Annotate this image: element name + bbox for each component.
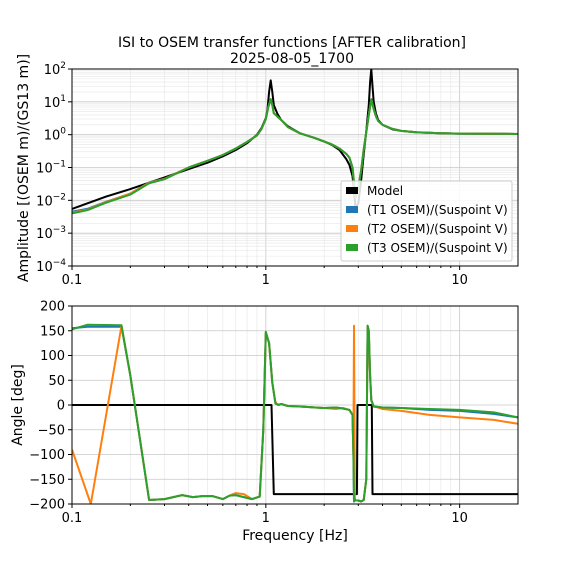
y-tick-label: 100 xyxy=(40,349,65,364)
legend-label: (T2 OSEM)/(Suspoint V) xyxy=(367,222,508,236)
y-tick-label: −50 xyxy=(38,423,65,438)
y-tick-label: 10−4 xyxy=(36,258,66,275)
x-tick-label: 10 xyxy=(451,511,468,526)
legend-swatch xyxy=(346,206,358,213)
legend-label: (T1 OSEM)/(Suspoint V) xyxy=(367,203,508,217)
y-tick-label: 150 xyxy=(40,324,65,339)
y-tick-label: 200 xyxy=(40,300,65,315)
y-tick-label: 10−2 xyxy=(36,192,66,209)
x-tick-label: 0.1 xyxy=(62,273,83,288)
chart-title-line-1: ISI to OSEM transfer functions [AFTER ca… xyxy=(118,35,466,51)
y-tick-label: 10−1 xyxy=(36,160,66,177)
amplitude-y-axis-label: Amplitude [(OSEM m)/(GS13 m)] xyxy=(16,54,32,282)
y-tick-label: 100 xyxy=(44,127,67,144)
legend-swatch xyxy=(346,225,358,232)
angle-series xyxy=(72,323,518,504)
legend: Model (T1 OSEM)/(Suspoint V) (T2 OSEM)/(Su… xyxy=(340,180,513,262)
y-tick-label: 10−3 xyxy=(36,225,66,242)
x-axis-label: Frequency [Hz] xyxy=(242,528,348,544)
series-line-t3-osem-suspoint-v xyxy=(72,98,518,215)
angle-y-axis-label: Angle [deg] xyxy=(10,364,26,446)
legend-box xyxy=(340,180,513,262)
x-tick-label: 1 xyxy=(262,511,270,526)
amplitude-x-ticks: 0.1 1 10 xyxy=(62,266,468,288)
angle-x-ticks: 0.1 1 10 xyxy=(62,504,468,526)
x-tick-label: 0.1 xyxy=(62,511,83,526)
y-tick-label: 102 xyxy=(44,61,66,78)
y-tick-label: 101 xyxy=(44,94,66,111)
amplitude-series xyxy=(72,69,518,215)
series-line-t3-osem-suspoint-v xyxy=(72,323,518,503)
x-tick-label: 10 xyxy=(451,273,468,288)
angle-plot-area xyxy=(72,323,518,504)
y-tick-label: −150 xyxy=(29,473,65,488)
amplitude-plot-area xyxy=(72,69,518,215)
angle-y-ticks: −200 −150 −100 −50 0 50 100 150 200 xyxy=(29,300,72,513)
series-line-model xyxy=(72,404,518,496)
y-tick-label: −200 xyxy=(29,498,65,513)
legend-label: (T3 OSEM)/(Suspoint V) xyxy=(367,241,508,255)
legend-swatch xyxy=(346,244,358,251)
amplitude-y-ticks: 10−4 10−3 10−2 10−1 100 101 102 xyxy=(36,61,72,275)
angle-panel: −200 −150 −100 −50 0 50 100 150 200 0.1 1 10 Angle… xyxy=(10,300,519,544)
legend-swatch xyxy=(346,187,358,194)
y-tick-label: 50 xyxy=(48,374,65,389)
y-tick-label: −100 xyxy=(29,448,65,463)
chart-title-line-2: 2025-08-05_1700 xyxy=(230,51,354,67)
y-tick-label: 0 xyxy=(57,399,65,414)
legend-label: Model xyxy=(367,184,403,198)
legend-items: Model (T1 OSEM)/(Suspoint V) (T2 OSEM)/(Su… xyxy=(346,184,508,255)
x-tick-label: 1 xyxy=(262,273,270,288)
